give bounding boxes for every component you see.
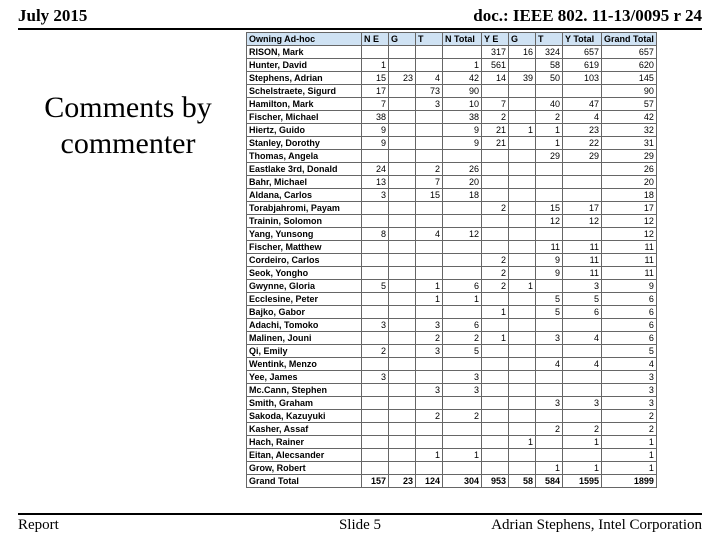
table-row: Hach, Rainer111 [247, 436, 657, 449]
table-row: Kasher, Assaf222 [247, 423, 657, 436]
table-row: Schelstraete, Sigurd17739090 [247, 85, 657, 98]
table-row: Yang, Yunsong841212 [247, 228, 657, 241]
table-row: Trainin, Solomon121212 [247, 215, 657, 228]
table-row: Gwynne, Gloria5162139 [247, 280, 657, 293]
table-row: Eitan, Alecsander111 [247, 449, 657, 462]
footer-right: Adrian Stephens, Intel Corporation [491, 517, 702, 534]
table-row: Grow, Robert111 [247, 462, 657, 475]
table-row: Smith, Graham333 [247, 397, 657, 410]
table-row: Ecclesine, Peter11556 [247, 293, 657, 306]
table-row: Fischer, Matthew111111 [247, 241, 657, 254]
col-header: N Total [443, 33, 482, 46]
col-header: T [416, 33, 443, 46]
col-header: Grand Total [602, 33, 657, 46]
table-row: Bajko, Gabor1566 [247, 306, 657, 319]
table-row: Seok, Yongho291111 [247, 267, 657, 280]
col-header: G [509, 33, 536, 46]
table-row: Torabjahromi, Payam2151717 [247, 202, 657, 215]
table-row: Hunter, David1156158619620 [247, 59, 657, 72]
footer-left: Report [18, 517, 59, 534]
footer-mid: Slide 5 [339, 517, 381, 534]
table-row: Fischer, Michael383822442 [247, 111, 657, 124]
table-row: Stephens, Adrian1523442143950103145 [247, 72, 657, 85]
col-header: G [389, 33, 416, 46]
table-row: Eastlake 3rd, Donald2422626 [247, 163, 657, 176]
table-row: RISON, Mark31716324657657 [247, 46, 657, 59]
col-header: Y E [482, 33, 509, 46]
col-header: T [536, 33, 563, 46]
table-row: Mc.Cann, Stephen333 [247, 384, 657, 397]
table-row: Yee, James333 [247, 371, 657, 384]
table-row: Hamilton, Mark73107404757 [247, 98, 657, 111]
comments-table: Owning Ad-hocN EGTN TotalY EGTY TotalGra… [246, 32, 657, 488]
header-left: July 2015 [18, 6, 87, 26]
table-row: Sakoda, Kazuyuki222 [247, 410, 657, 423]
col-header: Owning Ad-hoc [247, 33, 362, 46]
grand-total-row: Grand Total157231243049535858415951899 [247, 475, 657, 488]
table-row: Qi, Emily2355 [247, 345, 657, 358]
table-row: Cordeiro, Carlos291111 [247, 254, 657, 267]
table-row: Aldana, Carlos3151818 [247, 189, 657, 202]
col-header: Y Total [563, 33, 602, 46]
header-right: doc.: IEEE 802. 11-13/0095 r 24 [473, 6, 702, 26]
table-row: Wentink, Menzo444 [247, 358, 657, 371]
table-row: Thomas, Angela292929 [247, 150, 657, 163]
table-row: Malinen, Jouni221346 [247, 332, 657, 345]
table-row: Bahr, Michael1372020 [247, 176, 657, 189]
col-header: N E [362, 33, 389, 46]
slide-title: Comments by commenter [18, 90, 238, 162]
table-row: Hiertz, Guido9921112332 [247, 124, 657, 137]
table-row: Adachi, Tomoko3366 [247, 319, 657, 332]
table-row: Stanley, Dorothy992112231 [247, 137, 657, 150]
